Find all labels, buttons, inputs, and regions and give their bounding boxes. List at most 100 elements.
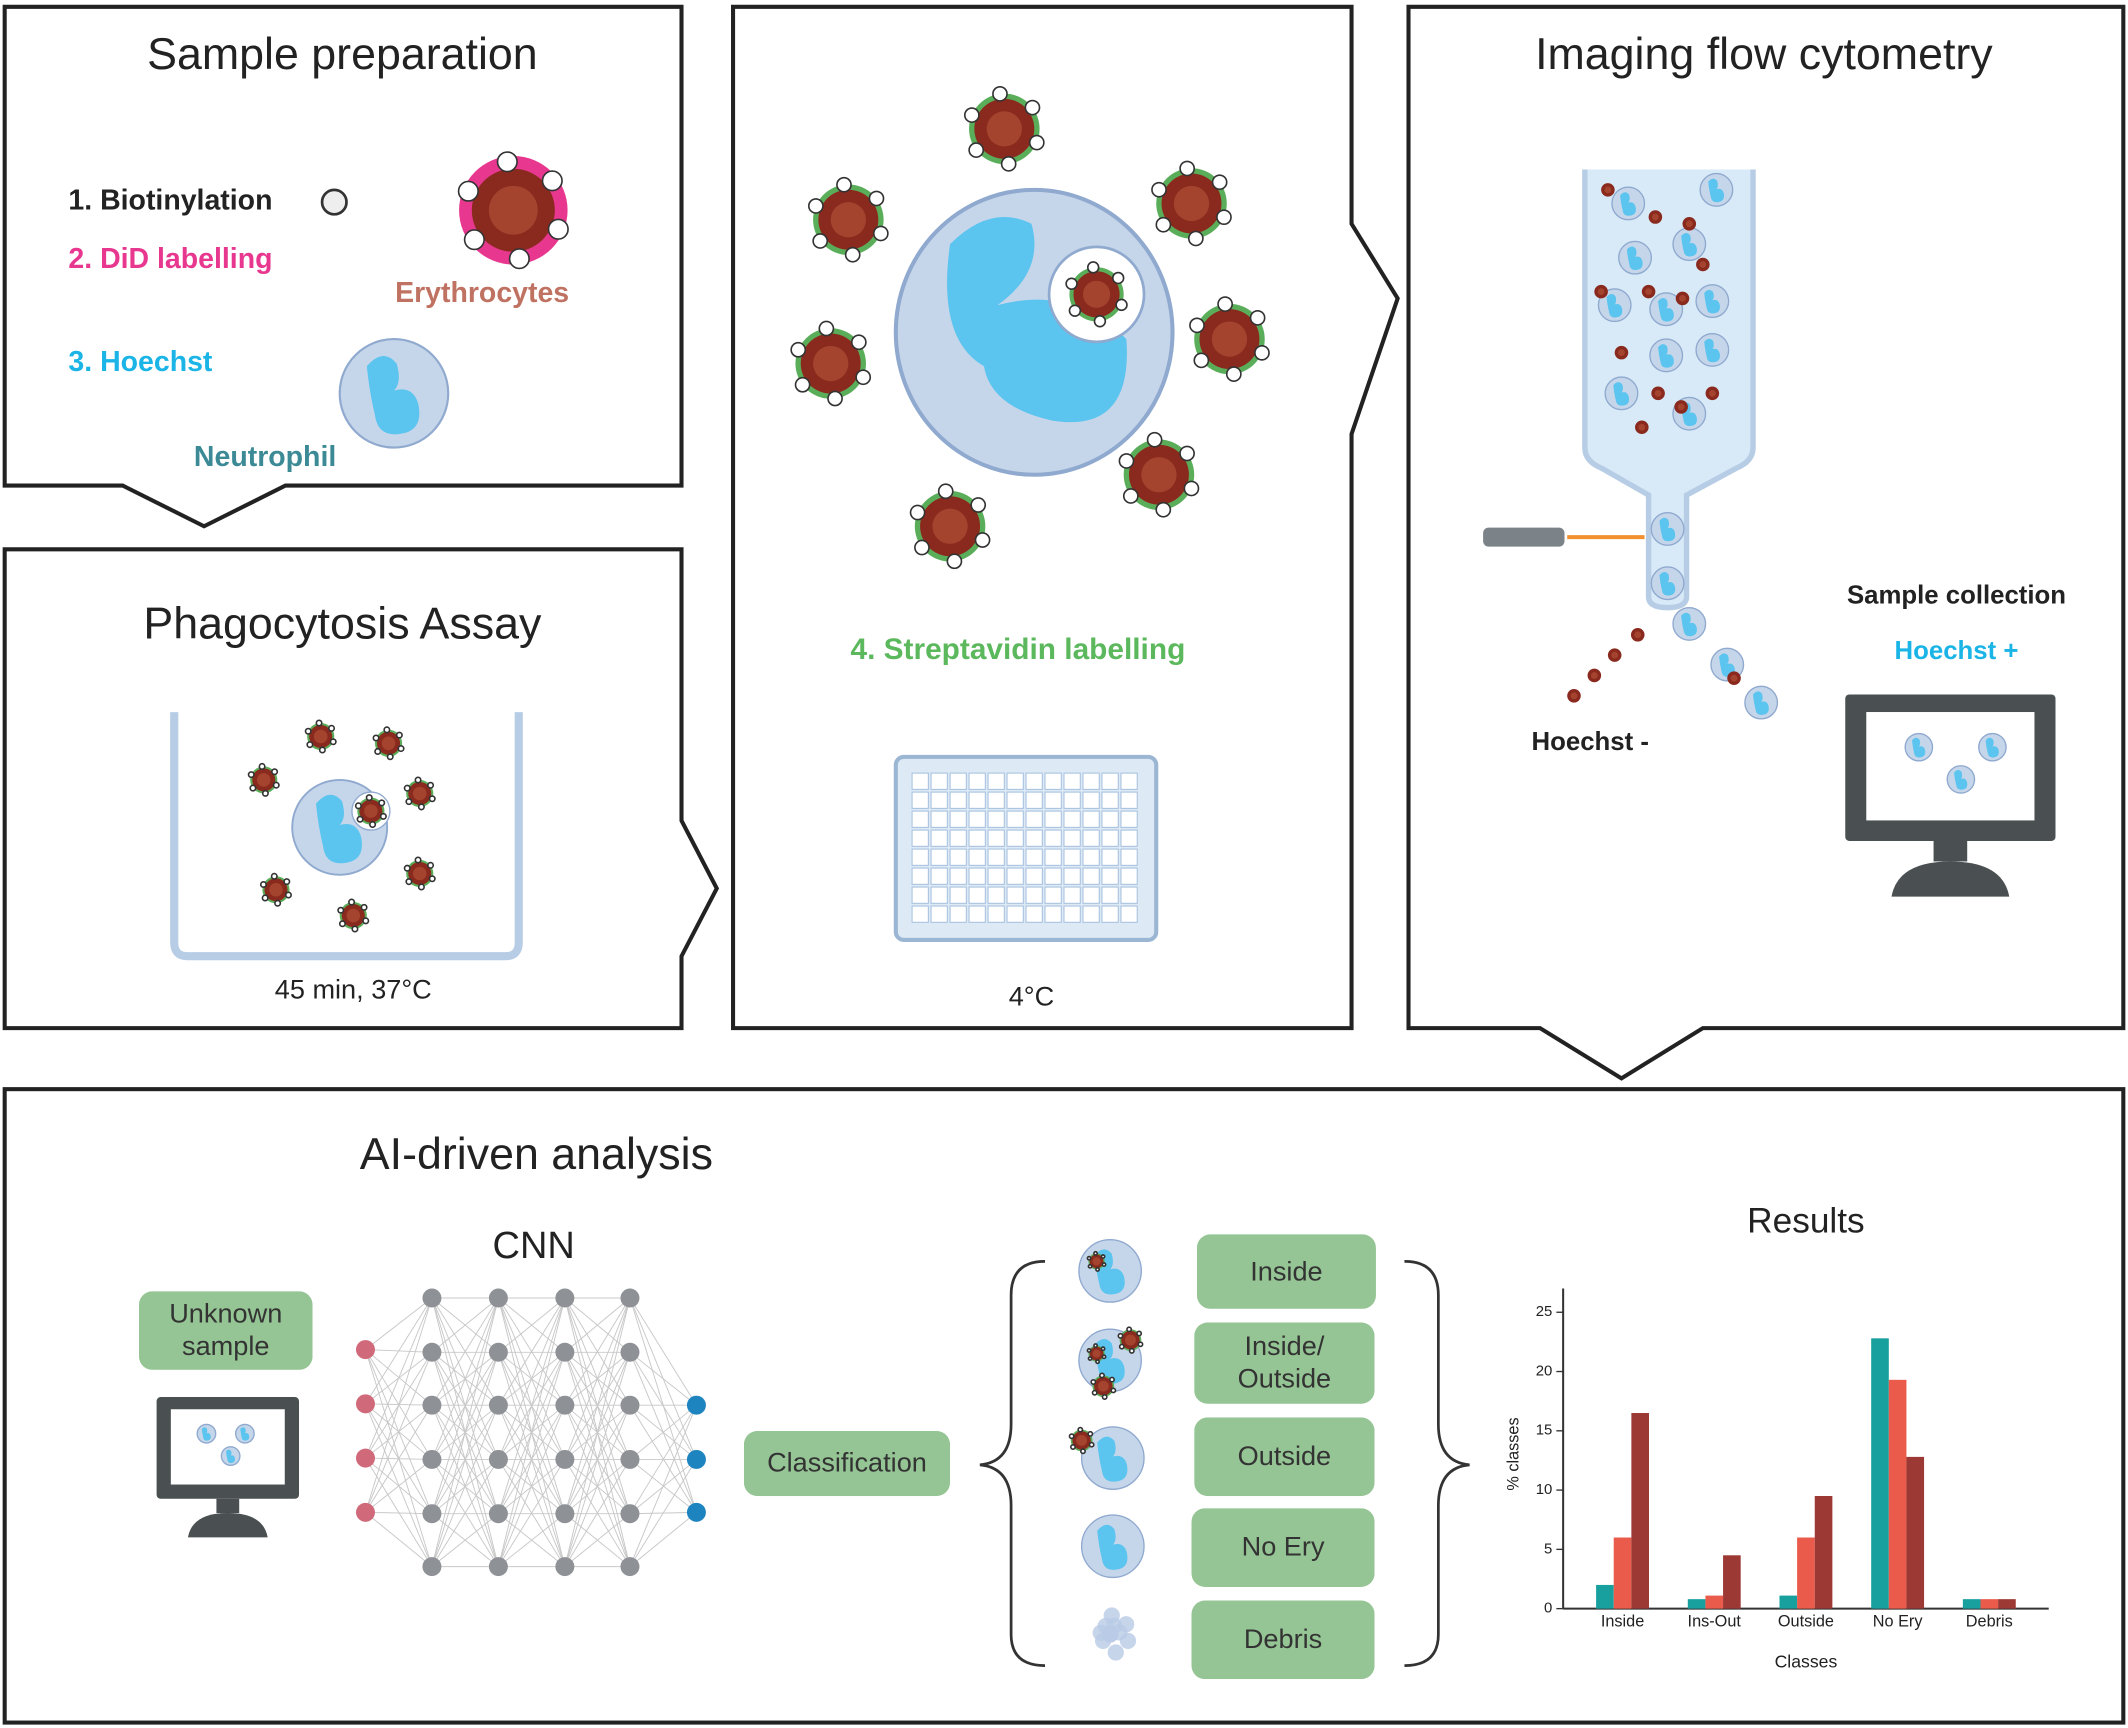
bar [1998, 1599, 2016, 1609]
nucleus [1753, 691, 1769, 715]
erythrocyte [403, 856, 436, 891]
node [555, 1504, 575, 1524]
erythrocyte [1151, 160, 1232, 247]
neutrophil [1649, 338, 1684, 373]
biotin [1079, 1448, 1086, 1455]
biotin [1118, 1343, 1125, 1350]
neutrophil [1744, 685, 1779, 720]
biotin [249, 784, 257, 792]
biotin [836, 176, 852, 193]
erythrocyte [807, 176, 889, 263]
erythrocyte-center [1092, 1257, 1101, 1266]
biotin [379, 812, 387, 820]
erythrocyte-center [313, 729, 328, 744]
biotin [963, 107, 980, 123]
connection [564, 1459, 631, 1567]
biotin [1086, 1348, 1092, 1353]
erythrocyte-center [1708, 389, 1716, 397]
well-cell [1082, 886, 1100, 904]
bar [1888, 1379, 1907, 1609]
node [422, 1342, 442, 1362]
neutrophil [1078, 1239, 1142, 1303]
erythrocyte [247, 762, 280, 797]
x-tick-label: No Ery [1873, 1613, 1924, 1631]
label: Hoechst + [1895, 637, 2019, 665]
well-cell [911, 886, 929, 904]
nucleus [315, 794, 362, 864]
node [488, 1395, 508, 1415]
bar [1797, 1537, 1815, 1609]
biotin [992, 85, 1008, 102]
well-cell [1044, 772, 1062, 790]
well-cell [1025, 867, 1043, 885]
class-box: Outside [1194, 1417, 1375, 1497]
x-tick-label: Ins-Out [1688, 1613, 1742, 1631]
well-cell [949, 791, 967, 809]
well-cell [987, 848, 1005, 866]
nucleus [1659, 572, 1676, 596]
biotin [463, 229, 485, 251]
erythrocyte [909, 483, 991, 570]
biotin [1211, 174, 1228, 191]
biotin [1118, 453, 1135, 469]
erythrocyte [1117, 1326, 1144, 1354]
y-tick-label: 20 [1536, 1363, 1553, 1379]
biotin [1111, 271, 1125, 285]
well-cell [968, 772, 986, 790]
node [620, 1288, 640, 1308]
erythrocyte-center [986, 111, 1022, 147]
well-cell [930, 886, 948, 904]
network-label: CNN [493, 1225, 575, 1267]
biotin [283, 878, 291, 886]
erythrocyte-center [932, 508, 968, 544]
erythrocyte-center [1651, 213, 1659, 221]
erythrocyte-center [813, 345, 849, 382]
biotin [937, 483, 954, 500]
biotin [1093, 1250, 1098, 1256]
neutrophil [1672, 606, 1707, 641]
erythrocyte-center [1597, 288, 1605, 296]
well-cell [1025, 829, 1043, 847]
biotin [365, 794, 373, 802]
erythrocyte-center [1604, 186, 1612, 194]
input-label: Unknown sample [138, 1291, 313, 1370]
well-cell [987, 867, 1005, 885]
node [488, 1449, 508, 1469]
well-cell [1063, 867, 1081, 885]
well-cell [1082, 772, 1100, 790]
well-cell [1101, 867, 1119, 885]
well-cell [987, 791, 1005, 809]
biotin [818, 320, 835, 337]
erythrocyte [1614, 345, 1629, 360]
well-cell [968, 810, 986, 828]
biotin [1122, 488, 1139, 504]
biotin [259, 880, 267, 889]
nucleus [201, 1427, 211, 1441]
neutrophil [1978, 732, 2007, 762]
class-label: Outside [1194, 1417, 1375, 1497]
biotin [872, 225, 889, 242]
well-cell [987, 886, 1005, 904]
erythrocyte-center [1699, 261, 1707, 268]
erythrocyte-center [1141, 457, 1177, 493]
neutrophil [1618, 240, 1652, 275]
biotin [315, 719, 323, 727]
biotin [1146, 431, 1163, 448]
well-cell [1120, 867, 1138, 885]
biotin [1117, 1332, 1124, 1339]
x-axis-title: Classes [1775, 1652, 1838, 1672]
nucleus [1704, 289, 1720, 314]
biotin [354, 802, 362, 810]
input-box: Unknown sample [138, 1291, 313, 1370]
well-cell [1006, 829, 1024, 847]
erythrocyte [790, 320, 872, 407]
erythrocyte [457, 151, 569, 270]
connection [431, 1297, 499, 1353]
erythrocyte [1594, 284, 1608, 299]
y-tick-label: 0 [1544, 1601, 1552, 1617]
biotin [427, 781, 435, 789]
biotin [1109, 1376, 1115, 1383]
well [170, 712, 523, 961]
biotin [794, 376, 811, 393]
biotin [541, 170, 563, 192]
